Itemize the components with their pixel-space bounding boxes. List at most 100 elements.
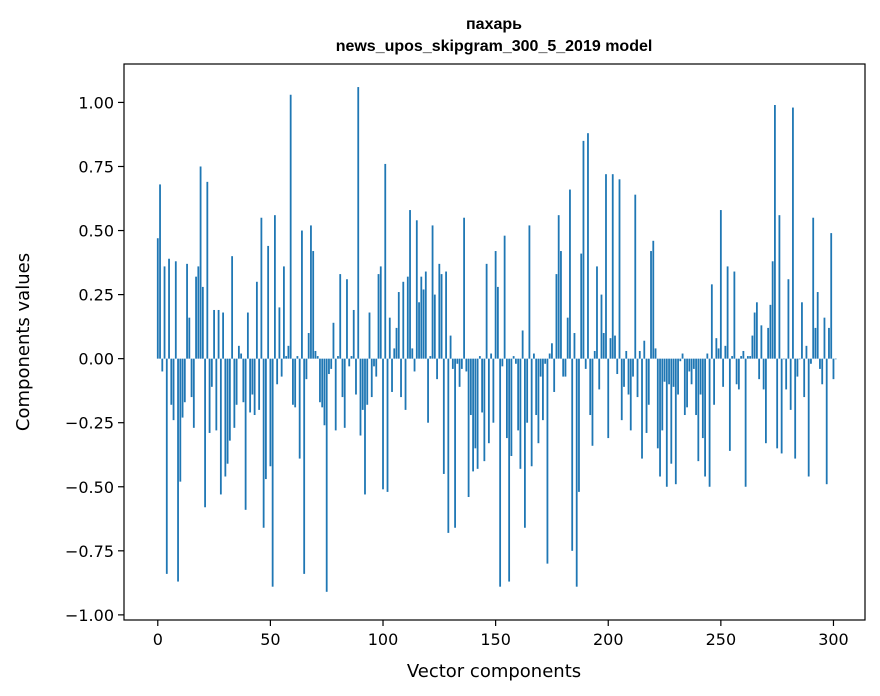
bar-59 xyxy=(289,94,292,359)
bar-271 xyxy=(767,327,770,359)
bar-12 xyxy=(183,358,186,403)
bar-272 xyxy=(769,304,772,359)
bar-182 xyxy=(566,317,569,359)
bar-229 xyxy=(672,358,675,387)
bar-19 xyxy=(199,166,202,359)
bar-274 xyxy=(774,105,776,359)
bar-91 xyxy=(361,358,364,410)
bar-142 xyxy=(476,358,479,469)
bar-200 xyxy=(607,358,610,439)
x-tick-label: 0 xyxy=(153,630,163,649)
bar-186 xyxy=(575,358,578,587)
bar-170 xyxy=(539,358,542,377)
y-tick-label: 0.50 xyxy=(78,222,114,241)
bar-95 xyxy=(370,358,373,398)
bar-301 xyxy=(834,358,837,360)
bar-225 xyxy=(663,358,666,382)
bar-244 xyxy=(706,353,709,359)
bar-58 xyxy=(287,345,290,359)
bar-83 xyxy=(343,358,346,428)
bar-192 xyxy=(589,358,592,416)
bar-284 xyxy=(796,358,799,377)
y-tick-label: 1.00 xyxy=(78,93,114,112)
bar-73 xyxy=(321,358,324,408)
bar-11 xyxy=(181,358,184,418)
bar-107 xyxy=(397,292,400,359)
bar-32 xyxy=(228,358,231,441)
bar-118 xyxy=(422,289,425,359)
bar-57 xyxy=(285,356,288,359)
bar-259 xyxy=(740,356,743,359)
bar-49 xyxy=(267,245,270,359)
y-tick-label: −1.00 xyxy=(65,606,114,625)
bar-114 xyxy=(413,358,416,372)
bar-194 xyxy=(593,350,596,359)
bar-224 xyxy=(661,358,664,431)
bar-160 xyxy=(517,358,520,431)
bar-211 xyxy=(632,358,634,377)
bar-208 xyxy=(625,350,628,359)
bar-293 xyxy=(816,292,819,359)
bar-222 xyxy=(656,358,659,449)
bar-34 xyxy=(233,358,236,428)
bar-63 xyxy=(298,358,301,459)
bar-171 xyxy=(542,358,544,421)
bar-0 xyxy=(156,238,159,359)
bar-144 xyxy=(481,358,484,413)
bar-6 xyxy=(170,358,173,405)
bar-126 xyxy=(440,274,443,359)
bar-237 xyxy=(690,358,693,385)
bar-15 xyxy=(190,358,193,398)
bar-121 xyxy=(429,356,432,359)
bar-44 xyxy=(255,281,258,359)
bar-122 xyxy=(431,225,434,359)
bar-252 xyxy=(724,345,727,359)
bar-275 xyxy=(776,358,779,449)
bar-89 xyxy=(357,87,360,359)
bar-76 xyxy=(328,358,330,375)
bar-4 xyxy=(165,358,168,574)
bar-206 xyxy=(620,358,623,421)
bar-series xyxy=(156,87,837,592)
bar-233 xyxy=(681,353,684,359)
bar-72 xyxy=(319,358,321,403)
x-axis: 0 50 100 150 200 250 300 xyxy=(153,620,849,649)
bar-112 xyxy=(409,210,411,359)
bar-156 xyxy=(508,358,511,582)
bar-172 xyxy=(544,358,547,364)
bar-240 xyxy=(697,358,700,462)
bar-37 xyxy=(240,353,243,359)
bar-143 xyxy=(478,356,481,359)
bar-67 xyxy=(307,333,310,359)
bar-125 xyxy=(438,263,441,359)
bar-270 xyxy=(765,358,767,444)
bar-90 xyxy=(359,358,362,436)
bar-166 xyxy=(530,358,533,467)
bar-251 xyxy=(722,358,725,387)
bar-295 xyxy=(821,358,824,385)
y-tick-label: 0.25 xyxy=(78,286,114,305)
bar-273 xyxy=(771,261,774,359)
bar-245 xyxy=(708,358,711,487)
bar-38 xyxy=(242,358,245,403)
bar-39 xyxy=(244,358,247,510)
bar-9 xyxy=(177,358,179,582)
bar-178 xyxy=(557,215,560,359)
x-tick-label: 100 xyxy=(368,630,399,649)
y-tick-label: 0.75 xyxy=(78,157,114,176)
bar-179 xyxy=(560,251,562,359)
bar-260 xyxy=(742,350,745,359)
bar-7 xyxy=(172,358,175,421)
bar-152 xyxy=(499,358,502,587)
bar-168 xyxy=(535,358,538,416)
bar-22 xyxy=(206,181,209,359)
bar-220 xyxy=(652,240,655,359)
bar-139 xyxy=(469,358,472,416)
bar-169 xyxy=(537,358,540,444)
bar-105 xyxy=(393,348,396,359)
bar-148 xyxy=(490,353,493,359)
bar-221 xyxy=(654,348,657,359)
bar-68 xyxy=(310,225,312,359)
bar-276 xyxy=(778,215,781,359)
bar-124 xyxy=(436,358,438,380)
